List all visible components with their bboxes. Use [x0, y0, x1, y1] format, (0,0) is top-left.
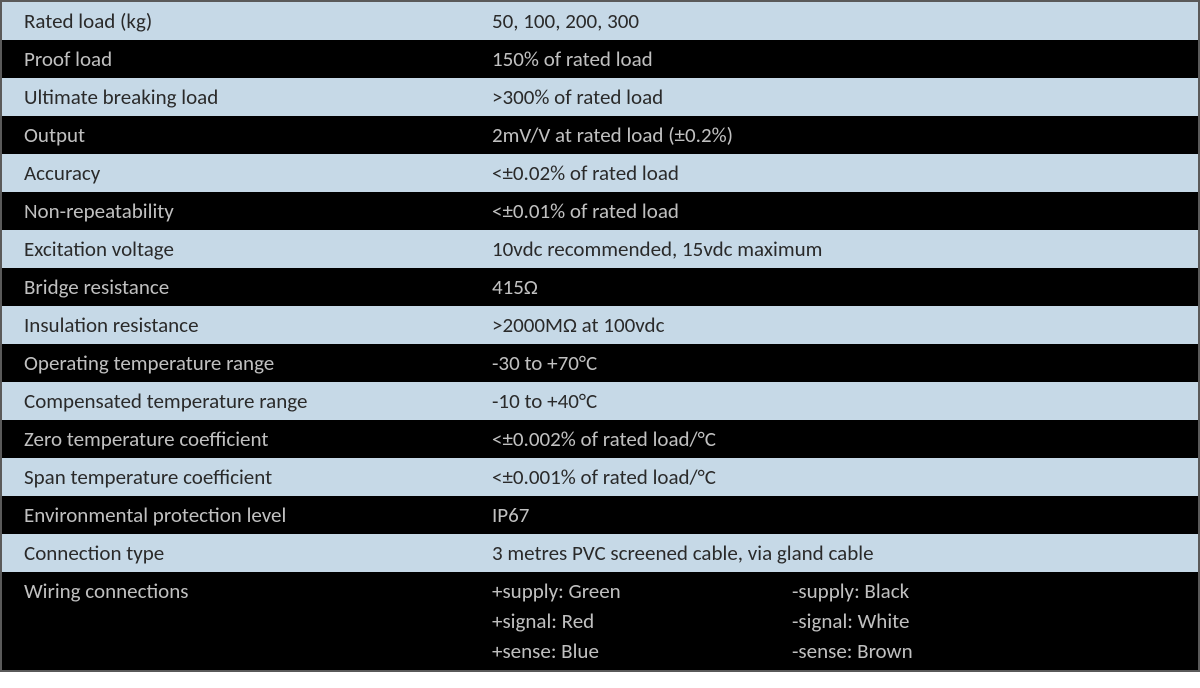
- spec-label: Accuracy: [2, 154, 492, 192]
- table-row: Non-repeatability <±0.01% of rated load: [2, 192, 1198, 230]
- wiring-col-1: +signal: Red: [492, 608, 792, 634]
- table-row: Output 2mV/V at rated load (±0.2%): [2, 116, 1198, 154]
- table-row: Environmental protection level IP67: [2, 496, 1198, 534]
- table-row: Zero temperature coefficient <±0.002% of…: [2, 420, 1198, 458]
- spec-value: 150% of rated load: [492, 40, 1198, 78]
- spec-label: Connection type: [2, 534, 492, 572]
- spec-label: Zero temperature coefficient: [2, 420, 492, 458]
- spec-value: -10 to +40°C: [492, 382, 1198, 420]
- spec-label: Compensated temperature range: [2, 382, 492, 420]
- table-row: Proof load 150% of rated load: [2, 40, 1198, 78]
- table-row: Excitation voltage 10vdc recommended, 15…: [2, 230, 1198, 268]
- spec-label: Bridge resistance: [2, 268, 492, 306]
- spec-label: Rated load (kg): [2, 2, 492, 40]
- table-row: Insulation resistance >2000MΩ at 100vdc: [2, 306, 1198, 344]
- wiring-col-2: -sense: Brown: [792, 638, 1198, 664]
- table-row: Rated load (kg) 50, 100, 200, 300: [2, 2, 1198, 40]
- wiring-line: +supply: Green -supply: Black: [492, 578, 1198, 604]
- spec-value: <±0.02% of rated load: [492, 154, 1198, 192]
- table-row: Connection type 3 metres PVC screened ca…: [2, 534, 1198, 572]
- spec-value: <±0.001% of rated load/°C: [492, 458, 1198, 496]
- spec-label: Operating temperature range: [2, 344, 492, 382]
- table-row: Compensated temperature range -10 to +40…: [2, 382, 1198, 420]
- spec-value: >2000MΩ at 100vdc: [492, 306, 1198, 344]
- spec-label: Span temperature coefficient: [2, 458, 492, 496]
- wiring-col-2: -supply: Black: [792, 578, 1198, 604]
- spec-value: 50, 100, 200, 300: [492, 2, 1198, 40]
- table-row: Accuracy <±0.02% of rated load: [2, 154, 1198, 192]
- spec-value: -30 to +70°C: [492, 344, 1198, 382]
- spec-label: Wiring connections: [2, 572, 492, 670]
- spec-value: 415Ω: [492, 268, 1198, 306]
- spec-label: Output: [2, 116, 492, 154]
- wiring-connections: +supply: Green -supply: Black +signal: R…: [492, 572, 1198, 670]
- spec-label: Insulation resistance: [2, 306, 492, 344]
- spec-label: Ultimate breaking load: [2, 78, 492, 116]
- spec-label: Proof load: [2, 40, 492, 78]
- table-row: Span temperature coefficient <±0.001% of…: [2, 458, 1198, 496]
- wiring-col-2: -signal: White: [792, 608, 1198, 634]
- spec-value: <±0.01% of rated load: [492, 192, 1198, 230]
- spec-label: Non-repeatability: [2, 192, 492, 230]
- spec-value: >300% of rated load: [492, 78, 1198, 116]
- spec-table: Rated load (kg) 50, 100, 200, 300 Proof …: [0, 0, 1200, 672]
- spec-value: 3 metres PVC screened cable, via gland c…: [492, 534, 1198, 572]
- spec-label: Environmental protection level: [2, 496, 492, 534]
- wiring-line: +sense: Blue -sense: Brown: [492, 638, 1198, 664]
- wiring-line: +signal: Red -signal: White: [492, 608, 1198, 634]
- wiring-col-1: +supply: Green: [492, 578, 792, 604]
- spec-value: IP67: [492, 496, 1198, 534]
- spec-label: Excitation voltage: [2, 230, 492, 268]
- table-row: Bridge resistance 415Ω: [2, 268, 1198, 306]
- wiring-col-1: +sense: Blue: [492, 638, 792, 664]
- table-row: Ultimate breaking load >300% of rated lo…: [2, 78, 1198, 116]
- table-row: Operating temperature range -30 to +70°C: [2, 344, 1198, 382]
- spec-value: 10vdc recommended, 15vdc maximum: [492, 230, 1198, 268]
- spec-value: <±0.002% of rated load/°C: [492, 420, 1198, 458]
- wiring-row: Wiring connections +supply: Green -suppl…: [2, 572, 1198, 670]
- spec-value: 2mV/V at rated load (±0.2%): [492, 116, 1198, 154]
